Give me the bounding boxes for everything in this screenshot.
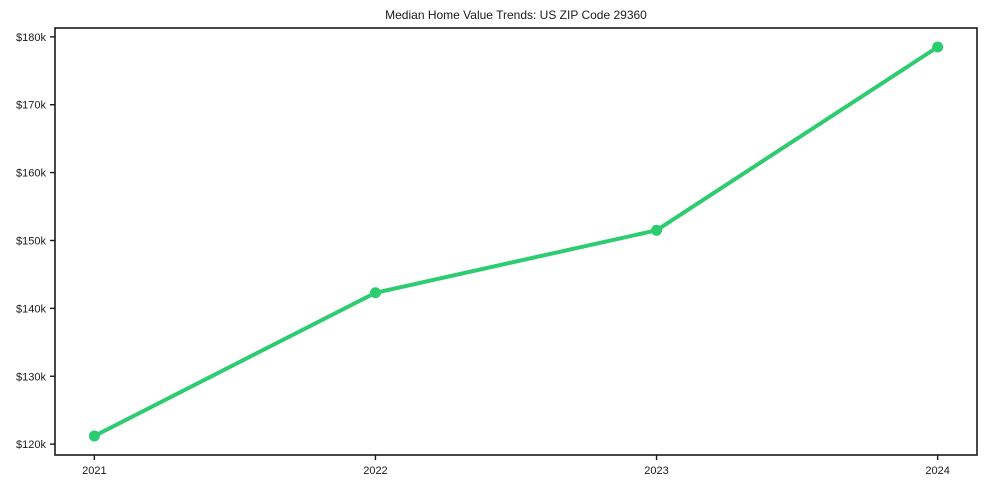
x-axis: 2021 2022 2023 2024 <box>82 455 950 477</box>
series-line <box>92 45 940 438</box>
x-tick-label: 2023 <box>644 465 668 477</box>
series-layer <box>88 41 944 442</box>
y-axis: $120k $130k $140k $150k $160k $170k $180k <box>16 32 55 451</box>
y-tick-label: $120k <box>16 439 46 451</box>
data-point <box>369 287 381 299</box>
x-tick-label: 2021 <box>82 465 106 477</box>
chart-title: Median Home Value Trends: US ZIP Code 29… <box>385 8 647 22</box>
plot-border <box>54 27 978 456</box>
data-point <box>88 430 100 442</box>
data-point <box>651 224 663 236</box>
plot-area: $120k $130k $140k $150k $160k $170k $180k 2021… <box>16 27 978 477</box>
y-tick-label: $170k <box>16 100 46 112</box>
y-tick-label: $180k <box>16 32 46 44</box>
x-tick-label: 2022 <box>363 465 387 477</box>
data-point <box>932 41 944 53</box>
y-tick-label: $150k <box>16 235 46 247</box>
y-tick-label: $160k <box>16 168 46 180</box>
y-tick-label: $130k <box>16 371 46 383</box>
y-tick-label: $140k <box>16 303 46 315</box>
x-tick-label: 2024 <box>925 465 949 477</box>
